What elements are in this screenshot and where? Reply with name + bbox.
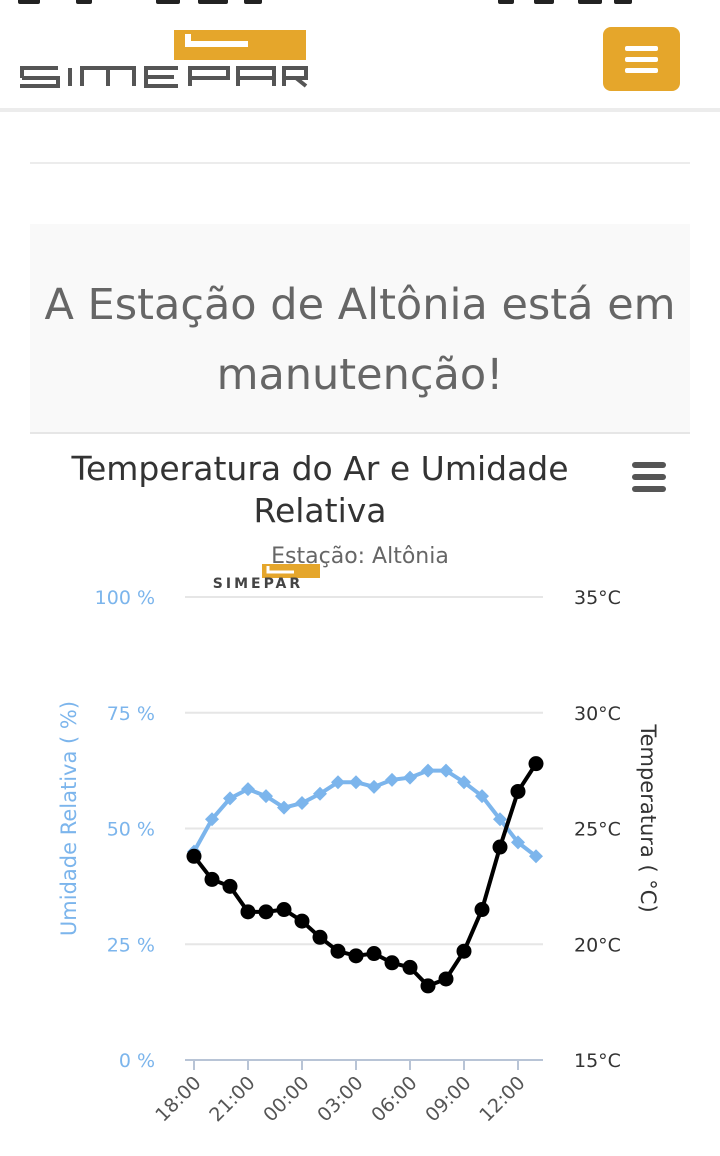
menu-button[interactable] xyxy=(603,27,680,91)
watermark-text: SIMEPAR xyxy=(213,576,303,592)
left-axis-label: Umidade Relativa ( %) xyxy=(57,701,81,936)
temperature-point xyxy=(186,848,202,864)
left-axis-tick-label: 100 % xyxy=(95,587,155,609)
temperature-point xyxy=(456,943,472,959)
hamburger-icon xyxy=(632,462,666,468)
simepar-logo[interactable] xyxy=(18,30,308,90)
right-axis-tick-label: 30°C xyxy=(574,703,621,725)
x-axis-tick-label: 03:00 xyxy=(313,1072,367,1126)
temperature-point xyxy=(258,904,274,920)
temperature-point xyxy=(492,839,508,855)
humidity-point xyxy=(277,800,291,815)
chart-watermark: SIMEPAR xyxy=(213,564,320,592)
temperature-point xyxy=(240,904,256,920)
chart-plot: SIMEPAR 0 % 15°C 25 % 20°C 50 % 25°C 75 % 30°C 1… xyxy=(57,564,660,1126)
temperature-point xyxy=(528,756,544,772)
site-header xyxy=(0,10,720,112)
humidity-point xyxy=(223,791,237,806)
maintenance-notice: A Estação de Altônia está em manutenção! xyxy=(30,224,690,434)
status-bar xyxy=(0,0,720,10)
x-axis-tick-label: 21:00 xyxy=(205,1072,259,1126)
chart-menu-button[interactable] xyxy=(626,460,670,494)
series-line xyxy=(192,768,538,858)
humidity-point xyxy=(421,763,435,778)
temperature-point xyxy=(366,946,382,962)
x-axis-tick-label: 06:00 xyxy=(367,1072,421,1126)
humidity-point xyxy=(457,775,471,790)
humidity-point xyxy=(439,763,453,778)
left-axis-tick-label: 25 % xyxy=(107,934,155,956)
humidity-point xyxy=(475,789,489,804)
temperature-point xyxy=(204,871,220,887)
temperature-point xyxy=(276,902,292,918)
x-axis-tick-label: 18:00 xyxy=(151,1072,205,1126)
humidity-point xyxy=(385,772,399,787)
right-axis-tick-label: 20°C xyxy=(574,934,621,956)
x-axis-tick-label: 09:00 xyxy=(421,1072,475,1126)
temperature-point xyxy=(402,959,418,975)
humidity-point xyxy=(259,789,273,804)
divider xyxy=(30,162,690,164)
temperature-point xyxy=(312,929,328,945)
temperature-point xyxy=(420,978,436,994)
left-axis-tick-label: 0 % xyxy=(119,1050,155,1072)
right-axis-label: Temperatura ( °C) xyxy=(636,723,660,912)
humidity-point xyxy=(349,775,363,790)
temperature-point xyxy=(222,878,238,894)
chart-container: Temperatura do Ar e Umidade Relativa Est… xyxy=(0,440,720,1156)
temperature-point xyxy=(510,783,526,799)
right-axis-tick-label: 15°C xyxy=(574,1050,621,1072)
x-axis-tick-label: 12:00 xyxy=(475,1072,529,1126)
humidity-point xyxy=(511,835,525,850)
chart-title: Temperatura do Ar e Umidade Relativa xyxy=(71,449,569,530)
hamburger-icon xyxy=(625,46,658,51)
temperature-point xyxy=(384,955,400,971)
x-axis-tick-label: 00:00 xyxy=(259,1072,313,1126)
humidity-point xyxy=(241,782,255,797)
humidity-point xyxy=(403,770,417,785)
humidity-point xyxy=(529,849,543,864)
maintenance-text: A Estação de Altônia está em manutenção! xyxy=(44,280,676,400)
humidity-point xyxy=(367,779,381,794)
humidity-point xyxy=(313,786,327,801)
temperature-point xyxy=(438,971,454,987)
right-axis-tick-label: 35°C xyxy=(574,587,621,609)
temperature-point xyxy=(330,943,346,959)
left-axis-tick-label: 50 % xyxy=(107,819,155,841)
humidity-point xyxy=(205,812,219,827)
temperature-point xyxy=(294,913,310,929)
humidity-point xyxy=(295,796,309,811)
temperature-point xyxy=(474,902,490,918)
humidity-point xyxy=(331,775,345,790)
right-axis-tick-label: 25°C xyxy=(574,819,621,841)
temperature-point xyxy=(348,948,364,964)
left-axis-tick-label: 75 % xyxy=(107,703,155,725)
humidity-point xyxy=(493,812,507,827)
